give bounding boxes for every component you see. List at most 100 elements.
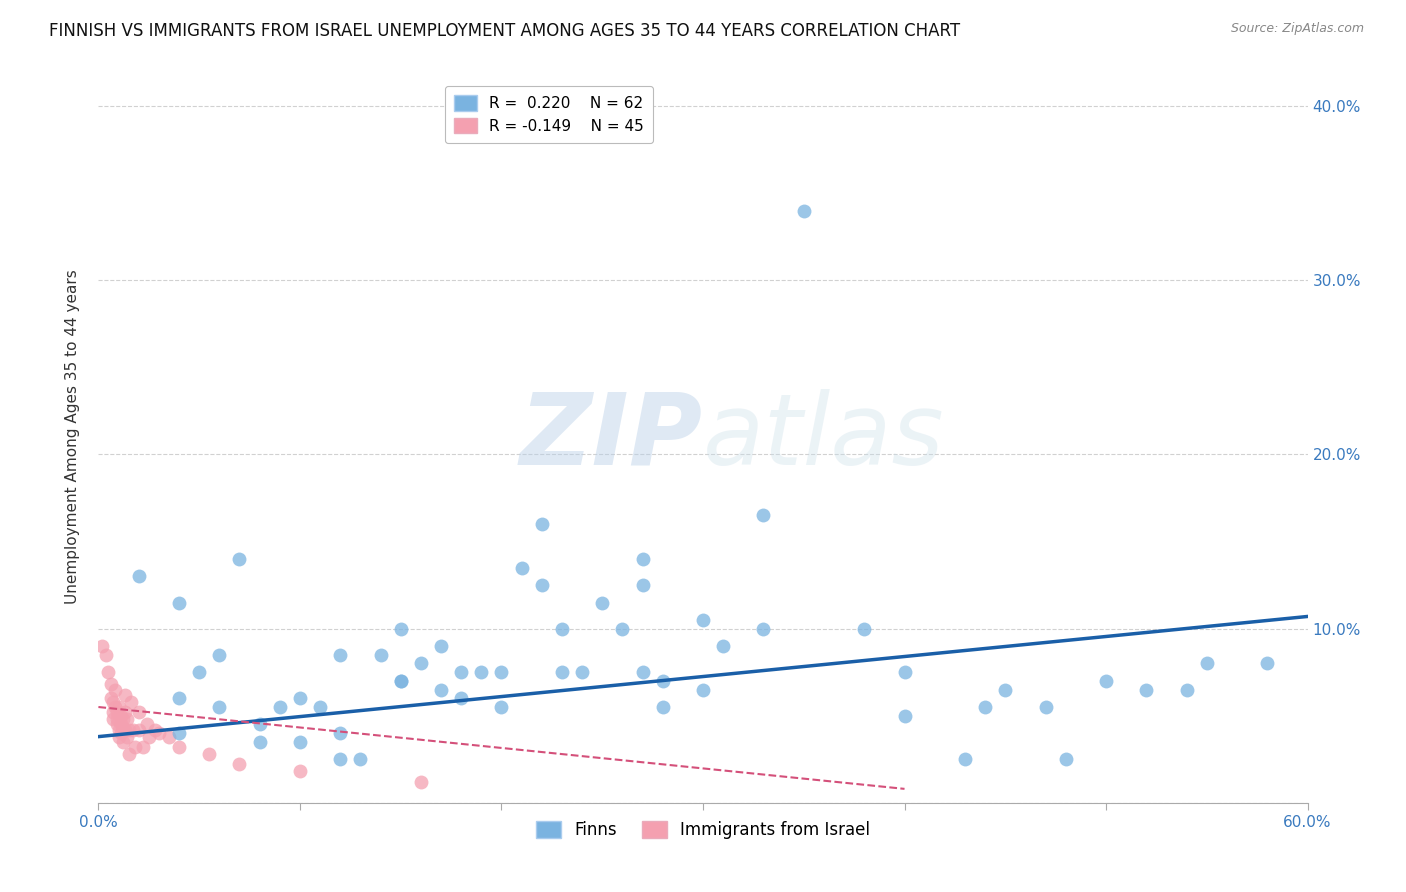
Point [110,708,132,723]
Point [118,723,141,737]
Point [450,665,472,680]
Point [118,747,141,761]
Point [138,730,160,744]
Point [1035,700,1057,714]
Point [105,705,128,719]
Point [114,723,136,737]
Point [103,682,125,697]
Point [121,723,143,737]
Point [115,712,138,726]
Text: ZIP: ZIP [520,389,703,485]
Text: atlas: atlas [703,389,945,485]
Point [114,705,136,719]
Point [111,721,134,735]
Point [124,740,146,755]
Point [228,757,250,772]
Point [551,622,574,636]
Point [167,691,190,706]
Point [430,682,453,697]
Point [571,665,593,680]
Point [188,665,211,680]
Point [208,700,231,714]
Point [107,700,129,714]
Point [128,723,150,737]
Point [114,688,136,702]
Point [389,673,412,688]
Point [491,700,513,714]
Point [198,747,221,761]
Point [115,730,138,744]
Point [103,700,125,714]
Point [612,622,634,636]
Point [409,657,432,671]
Point [288,691,311,706]
Point [91,639,114,653]
Text: Source: ZipAtlas.com: Source: ZipAtlas.com [1230,22,1364,36]
Point [893,665,915,680]
Point [110,717,132,731]
Point [128,705,150,719]
Point [101,705,124,719]
Point [228,552,250,566]
Point [208,648,231,662]
Point [470,665,492,680]
Point [711,639,734,653]
Point [107,730,129,744]
Point [631,552,654,566]
Point [120,695,142,709]
Point [249,717,271,731]
Point [1256,657,1278,671]
Point [530,517,553,532]
Point [1054,752,1077,766]
Point [853,622,876,636]
Point [107,723,129,737]
Point [692,613,714,627]
Point [288,735,311,749]
Point [430,639,453,653]
Point [551,665,574,680]
Point [269,700,291,714]
Point [111,712,134,726]
Point [329,726,352,740]
Point [349,752,371,766]
Point [111,735,134,749]
Point [651,673,673,688]
Point [143,723,166,737]
Point [97,665,120,680]
Point [389,673,412,688]
Point [135,717,157,731]
Point [100,677,122,691]
Point [1135,682,1157,697]
Point [510,560,533,574]
Point [105,712,128,726]
Point [1095,673,1118,688]
Point [953,752,976,766]
Point [793,203,815,218]
Point [132,740,155,755]
Point [110,726,132,740]
Point [329,752,352,766]
Point [1195,657,1218,671]
Point [692,682,714,697]
Point [167,726,190,740]
Point [96,648,118,662]
Point [370,648,392,662]
Point [101,695,124,709]
Point [329,648,352,662]
Point [530,578,553,592]
Point [631,665,654,680]
Point [128,569,150,583]
Point [631,578,654,592]
Point [974,700,997,714]
Point [148,726,170,740]
Point [491,665,513,680]
Point [752,508,775,523]
Point [752,622,775,636]
Point [409,775,432,789]
Text: FINNISH VS IMMIGRANTS FROM ISRAEL UNEMPLOYMENT AMONG AGES 35 TO 44 YEARS CORRELA: FINNISH VS IMMIGRANTS FROM ISRAEL UNEMPL… [49,22,960,40]
Point [389,622,412,636]
Point [591,595,613,609]
Point [167,595,190,609]
Point [450,691,472,706]
Point [309,700,332,714]
